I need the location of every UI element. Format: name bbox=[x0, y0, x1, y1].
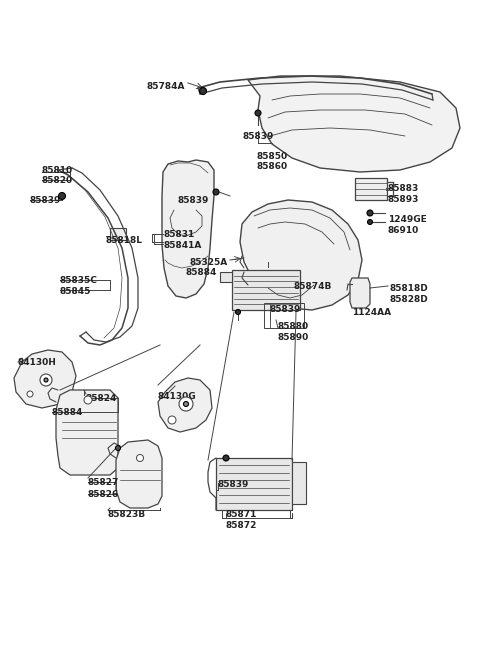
Text: 85884: 85884 bbox=[52, 408, 84, 417]
Circle shape bbox=[200, 88, 206, 94]
Text: 85841A: 85841A bbox=[163, 241, 202, 250]
Text: 85883: 85883 bbox=[388, 184, 419, 193]
Circle shape bbox=[179, 397, 193, 411]
Text: 85820: 85820 bbox=[42, 176, 73, 185]
Text: 85784A: 85784A bbox=[146, 82, 185, 91]
Circle shape bbox=[136, 455, 144, 462]
Circle shape bbox=[255, 110, 261, 116]
Text: 85831: 85831 bbox=[163, 230, 194, 239]
Text: 85835C: 85835C bbox=[60, 276, 98, 285]
Text: 1124AA: 1124AA bbox=[352, 308, 391, 317]
Circle shape bbox=[236, 310, 240, 314]
Bar bbox=[292, 462, 306, 504]
Text: 84130G: 84130G bbox=[158, 392, 197, 401]
Text: 85824: 85824 bbox=[86, 394, 118, 403]
Bar bbox=[232, 270, 300, 310]
Polygon shape bbox=[158, 378, 212, 432]
Text: 85818L: 85818L bbox=[106, 236, 143, 245]
Text: 85871: 85871 bbox=[226, 510, 257, 519]
Text: 1249GE: 1249GE bbox=[388, 215, 427, 224]
Text: 85839: 85839 bbox=[242, 132, 274, 141]
Bar bbox=[264, 303, 304, 328]
Text: 84130H: 84130H bbox=[18, 358, 57, 367]
Circle shape bbox=[44, 378, 48, 382]
Polygon shape bbox=[240, 200, 362, 310]
Polygon shape bbox=[56, 390, 118, 475]
Circle shape bbox=[59, 193, 65, 200]
Circle shape bbox=[367, 210, 373, 216]
Bar bbox=[220, 272, 232, 282]
Text: 85827: 85827 bbox=[88, 478, 120, 487]
Polygon shape bbox=[248, 76, 460, 172]
Text: 85839: 85839 bbox=[218, 480, 250, 489]
Bar bbox=[216, 458, 292, 510]
Circle shape bbox=[213, 189, 219, 195]
Bar bbox=[355, 178, 387, 200]
Text: 85850: 85850 bbox=[256, 152, 288, 161]
Text: 86910: 86910 bbox=[388, 226, 419, 235]
Text: 85818D: 85818D bbox=[390, 284, 429, 293]
Text: 85890: 85890 bbox=[278, 333, 309, 342]
Text: 85828D: 85828D bbox=[390, 295, 429, 304]
Circle shape bbox=[168, 416, 176, 424]
Circle shape bbox=[27, 391, 33, 397]
Text: 85839: 85839 bbox=[30, 196, 61, 205]
Circle shape bbox=[116, 445, 120, 451]
Text: 85893: 85893 bbox=[388, 195, 420, 204]
Text: 85839: 85839 bbox=[270, 305, 301, 314]
Polygon shape bbox=[14, 350, 76, 408]
Circle shape bbox=[40, 374, 52, 386]
Text: 85839: 85839 bbox=[178, 196, 209, 205]
Text: 85845: 85845 bbox=[60, 287, 91, 296]
Polygon shape bbox=[116, 440, 162, 508]
Bar bbox=[110, 228, 126, 240]
Polygon shape bbox=[350, 278, 370, 308]
Text: 85884: 85884 bbox=[185, 268, 216, 277]
Text: 85325A: 85325A bbox=[190, 258, 228, 267]
Text: 85823B: 85823B bbox=[108, 510, 146, 519]
Circle shape bbox=[183, 402, 189, 407]
Polygon shape bbox=[162, 160, 214, 298]
Text: 85880: 85880 bbox=[278, 322, 309, 331]
Text: 85874B: 85874B bbox=[293, 282, 331, 291]
Text: 85860: 85860 bbox=[256, 162, 288, 171]
Text: 85872: 85872 bbox=[226, 521, 257, 530]
Text: 85810: 85810 bbox=[42, 166, 73, 175]
Circle shape bbox=[223, 455, 229, 461]
Text: 85826: 85826 bbox=[88, 490, 119, 499]
Circle shape bbox=[84, 396, 92, 404]
Circle shape bbox=[368, 219, 372, 225]
